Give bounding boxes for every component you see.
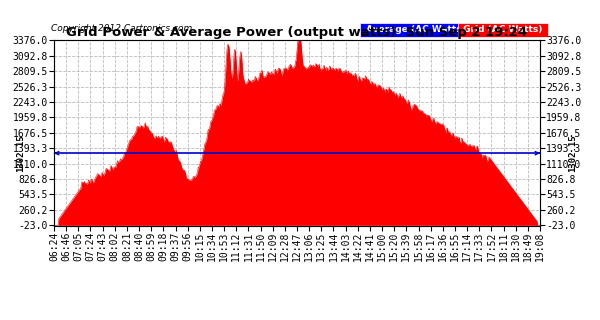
Text: Copyright 2012 Cartronics.com: Copyright 2012 Cartronics.com bbox=[51, 24, 192, 33]
Text: Grid (AC Watts): Grid (AC Watts) bbox=[460, 25, 545, 34]
Text: 1302.15: 1302.15 bbox=[569, 134, 578, 172]
Title: Grid Power & Average Power (output watts)  Sun Sep 2 19:24: Grid Power & Average Power (output watts… bbox=[67, 26, 527, 39]
Text: 1302.15: 1302.15 bbox=[16, 134, 25, 172]
Text: Average (AC Watts): Average (AC Watts) bbox=[362, 25, 469, 34]
